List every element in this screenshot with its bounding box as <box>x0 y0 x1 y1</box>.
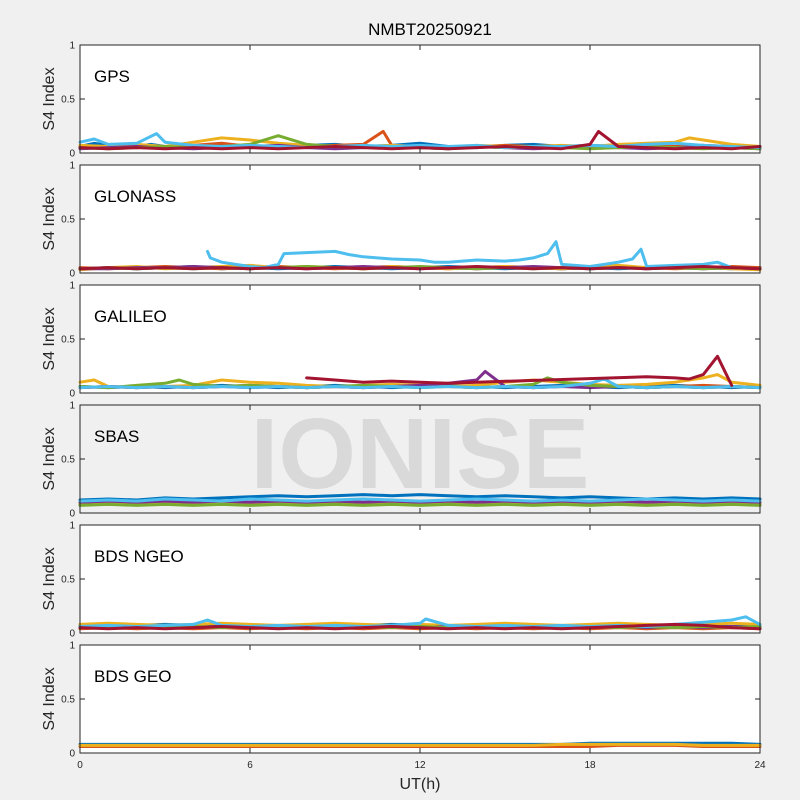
panel-0: 0 0.5 1 GPS S4 Index <box>41 41 762 160</box>
y-tick-label: 1 <box>69 521 75 532</box>
panel-3: 0 0.5 1 SBAS S4 Index <box>41 401 762 520</box>
y-tick-label: 0.5 <box>61 455 75 466</box>
panel-label: BDS GEO <box>94 667 171 686</box>
panel-2: 0 0.5 1 GALILEO S4 Index <box>41 281 762 400</box>
x-tick-label: 12 <box>414 760 426 771</box>
y-tick-label: 0 <box>69 749 75 760</box>
y-tick-label: 0.5 <box>61 575 75 586</box>
plot-area <box>80 165 760 273</box>
panel-label: GLONASS <box>94 187 176 206</box>
panel-label: SBAS <box>94 427 139 446</box>
series-line <box>78 622 762 631</box>
plot-area <box>80 525 760 633</box>
y-tick-label: 0 <box>69 389 75 400</box>
y-axis-label: S4 Index <box>41 67 58 130</box>
plot-area <box>80 45 760 153</box>
y-axis-label: S4 Index <box>41 547 58 610</box>
series-line <box>78 132 762 150</box>
panel-label: BDS NGEO <box>94 547 184 566</box>
watermark: IONISE <box>251 398 590 510</box>
y-tick-label: 0 <box>69 269 75 280</box>
y-tick-label: 0 <box>69 149 75 160</box>
x-tick-label: 18 <box>584 760 596 771</box>
x-tick-label: 0 <box>77 760 83 771</box>
y-tick-label: 1 <box>69 281 75 292</box>
y-tick-label: 1 <box>69 401 75 412</box>
series-line <box>78 502 762 507</box>
panel-4: 0 0.5 1 BDS NGEO S4 Index <box>41 521 762 640</box>
panel-1: 0 0.5 1 GLONASS S4 Index <box>41 161 762 280</box>
x-tick-label: 6 <box>247 760 253 771</box>
panel-label: GALILEO <box>94 307 167 326</box>
y-tick-label: 0.5 <box>61 95 75 106</box>
series-line <box>78 742 762 747</box>
panels-group: 0 0.5 1 GPS S4 Index 0 0.5 1 GLONASS S4 Index 0 0.5… <box>41 41 766 772</box>
series-line <box>305 354 734 387</box>
y-tick-label: 1 <box>69 161 75 172</box>
panel-label: GPS <box>94 67 130 86</box>
y-tick-label: 0 <box>69 509 75 520</box>
y-tick-label: 0 <box>69 629 75 640</box>
series-line <box>78 497 762 503</box>
y-tick-label: 0.5 <box>61 335 75 346</box>
plot-area <box>80 645 760 753</box>
y-axis-label: S4 Index <box>41 427 58 490</box>
y-axis-label: S4 Index <box>41 187 58 250</box>
y-tick-label: 0.5 <box>61 695 75 706</box>
y-tick-label: 1 <box>69 41 75 52</box>
y-axis-label: S4 Index <box>41 667 58 730</box>
x-tick-label: 24 <box>754 760 766 771</box>
panel-5: 0 0.5 1 0 6 12 18 24 BDS GEO S4 Index <box>41 641 766 772</box>
x-axis-label: UT(h) <box>400 776 441 793</box>
series-line <box>78 129 762 151</box>
y-axis-label: S4 Index <box>41 307 58 370</box>
figure-title: NMBT20250921 <box>368 20 492 39</box>
y-tick-label: 1 <box>69 641 75 652</box>
series-line <box>78 377 762 390</box>
plot-area <box>80 285 760 393</box>
y-tick-label: 0.5 <box>61 215 75 226</box>
